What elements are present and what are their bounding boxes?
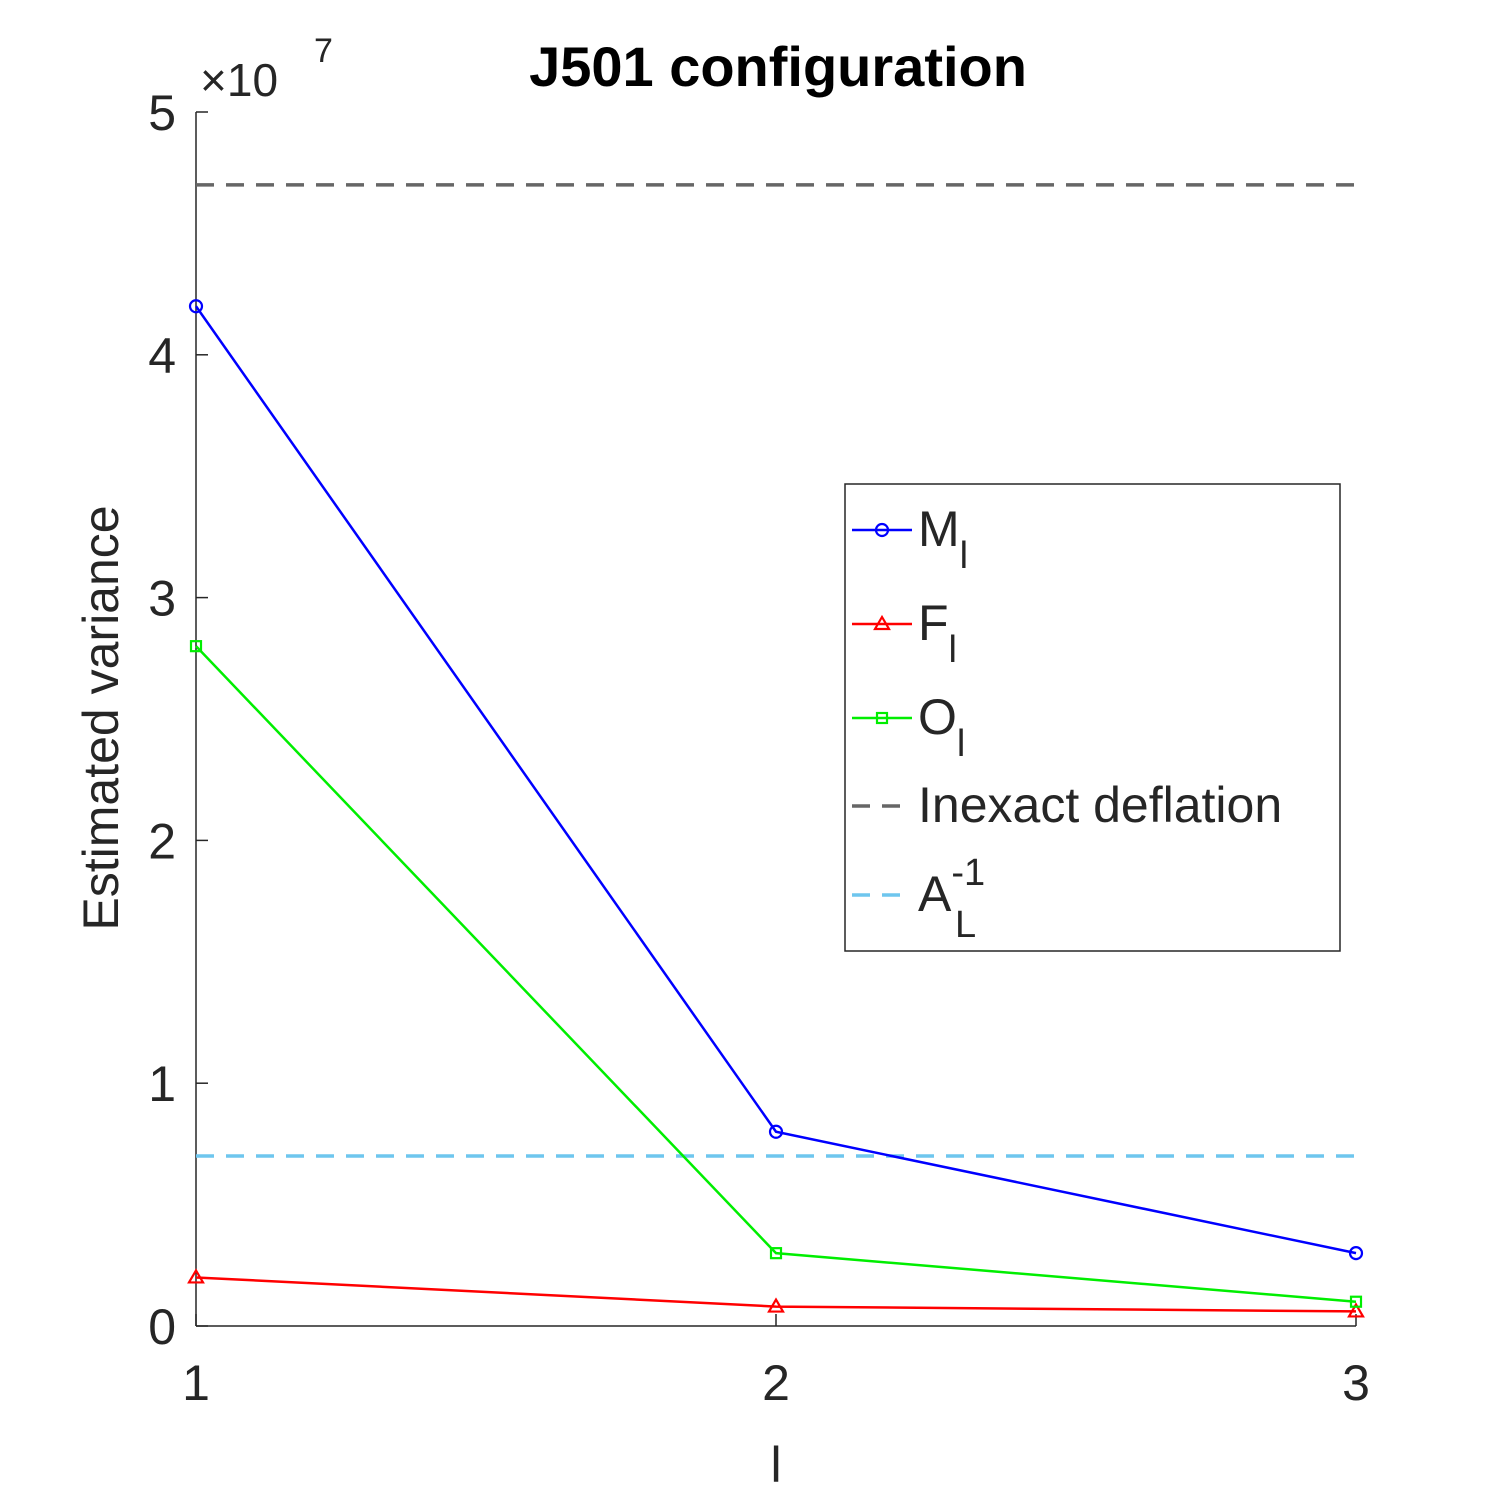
legend-subscript: l <box>960 535 968 577</box>
x-axis-label: l <box>770 1437 781 1493</box>
x-tick-label: 1 <box>182 1355 210 1411</box>
series-line-2 <box>195 645 1357 1303</box>
legend-label-1: Fl <box>918 595 957 671</box>
y-exponent-base: ×10 <box>200 54 278 106</box>
legend-marker-0 <box>874 522 890 538</box>
legend-name: F <box>918 595 949 651</box>
y-axis-label: Estimated variance <box>73 505 129 930</box>
legend-subscript: l <box>957 723 965 765</box>
data-point-series-2 <box>189 640 203 653</box>
data-point-series-0 <box>768 1124 784 1139</box>
y-axis-exponent: ×10 7 <box>200 32 333 106</box>
x-tick-label: 3 <box>1342 1355 1370 1411</box>
series-line-1 <box>195 1276 1357 1313</box>
x-tick-label: 2 <box>762 1355 790 1411</box>
y-tick-label: 2 <box>148 813 176 869</box>
y-tick-label: 1 <box>148 1056 176 1112</box>
legend-subscript: l <box>949 629 957 671</box>
legend-name: Inexact deflation <box>918 777 1282 833</box>
legend-subscript: L <box>955 904 976 946</box>
legend-superscript: -1 <box>951 852 985 894</box>
legend-name: M <box>918 501 960 557</box>
legend-label-3: Inexact deflation <box>918 777 1282 833</box>
legend-box <box>844 483 1341 952</box>
data-point-series-0 <box>188 299 204 314</box>
y-tick-label: 3 <box>148 571 176 627</box>
y-tick-label: 0 <box>148 1299 176 1355</box>
y-tick-label: 4 <box>148 328 176 384</box>
legend-label-2: Ol <box>918 689 965 765</box>
legend-label-0: Ml <box>918 501 968 577</box>
y-tick-label: 5 <box>148 85 176 141</box>
series-line-0 <box>194 305 1357 1255</box>
data-point-series-0 <box>1348 1246 1364 1261</box>
legend-name: O <box>918 689 957 745</box>
data-point-series-1 <box>187 1268 205 1284</box>
legend-marker-1 <box>873 614 891 631</box>
legend-marker-2 <box>875 711 889 725</box>
data-point-series-2 <box>1349 1295 1363 1308</box>
data-point-series-2 <box>769 1247 783 1260</box>
legend-label-4: A-1 L <box>918 852 985 946</box>
legend-name: A <box>918 866 952 922</box>
chart-title: J501 configuration <box>529 35 1027 98</box>
data-point-series-1 <box>1347 1302 1365 1318</box>
y-exponent-power: 7 <box>314 32 333 70</box>
data-point-series-1 <box>767 1297 785 1313</box>
